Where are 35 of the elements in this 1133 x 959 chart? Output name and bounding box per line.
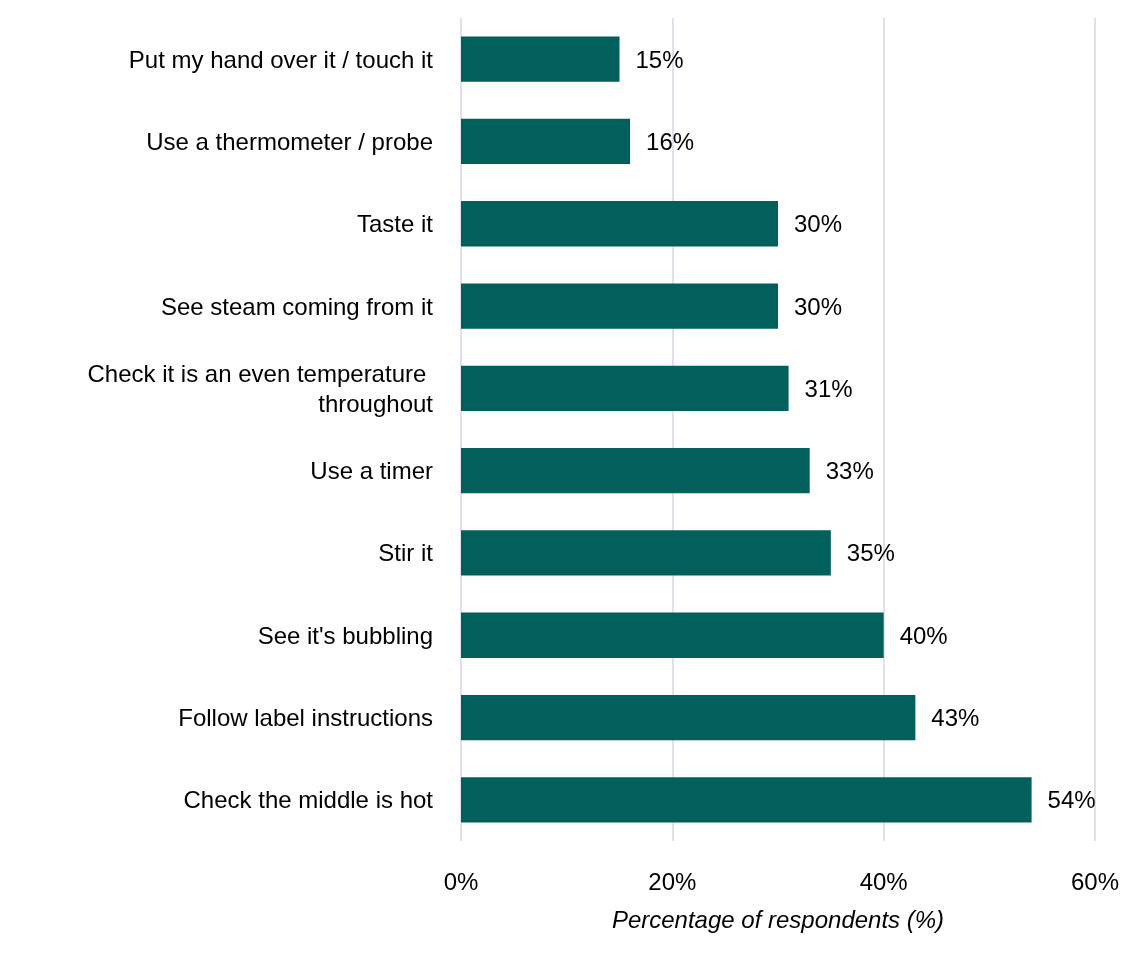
x-tick-label: 20% [648,867,697,895]
data-label: 16% [646,127,695,155]
bar [461,612,884,658]
data-label: 43% [931,704,980,732]
bar [461,365,789,411]
bar [461,530,831,576]
y-tick-label: Check the middle is hot [183,786,434,814]
data-label: 54% [1047,786,1096,814]
data-label: 30% [794,292,843,320]
y-tick-label: Use a thermometer / probe [146,127,433,155]
y-tick-label: Use a timer [310,457,433,485]
y-tick-label: See it's bubbling [257,621,433,649]
y-tick-label: Stir it [378,539,434,567]
x-tick-label: 40% [859,867,908,895]
bar [461,777,1032,823]
x-tick-label: 60% [1070,867,1120,895]
data-label: 15% [635,45,684,73]
data-label: 33% [825,457,874,485]
bar [461,283,778,329]
data-label: 30% [794,210,843,238]
x-axis-title: Percentage of respondents (%) [611,905,945,933]
bar [461,36,620,82]
data-label: 40% [899,621,948,649]
data-label: 35% [846,539,895,567]
y-tick-label: See steam coming from it [160,292,434,320]
x-tick-label: 0% [443,867,479,895]
bar [461,694,916,741]
bar [461,118,631,165]
y-tick-label: Taste it [356,210,434,238]
bar [461,201,778,247]
bar [461,448,810,494]
y-tick-label: Follow label instructions [178,704,433,732]
y-tick-label: Put my hand over it / touch it [128,45,434,73]
y-tick-label: Check it is an even temperature throughout [87,359,434,417]
data-label: 31% [804,374,853,402]
